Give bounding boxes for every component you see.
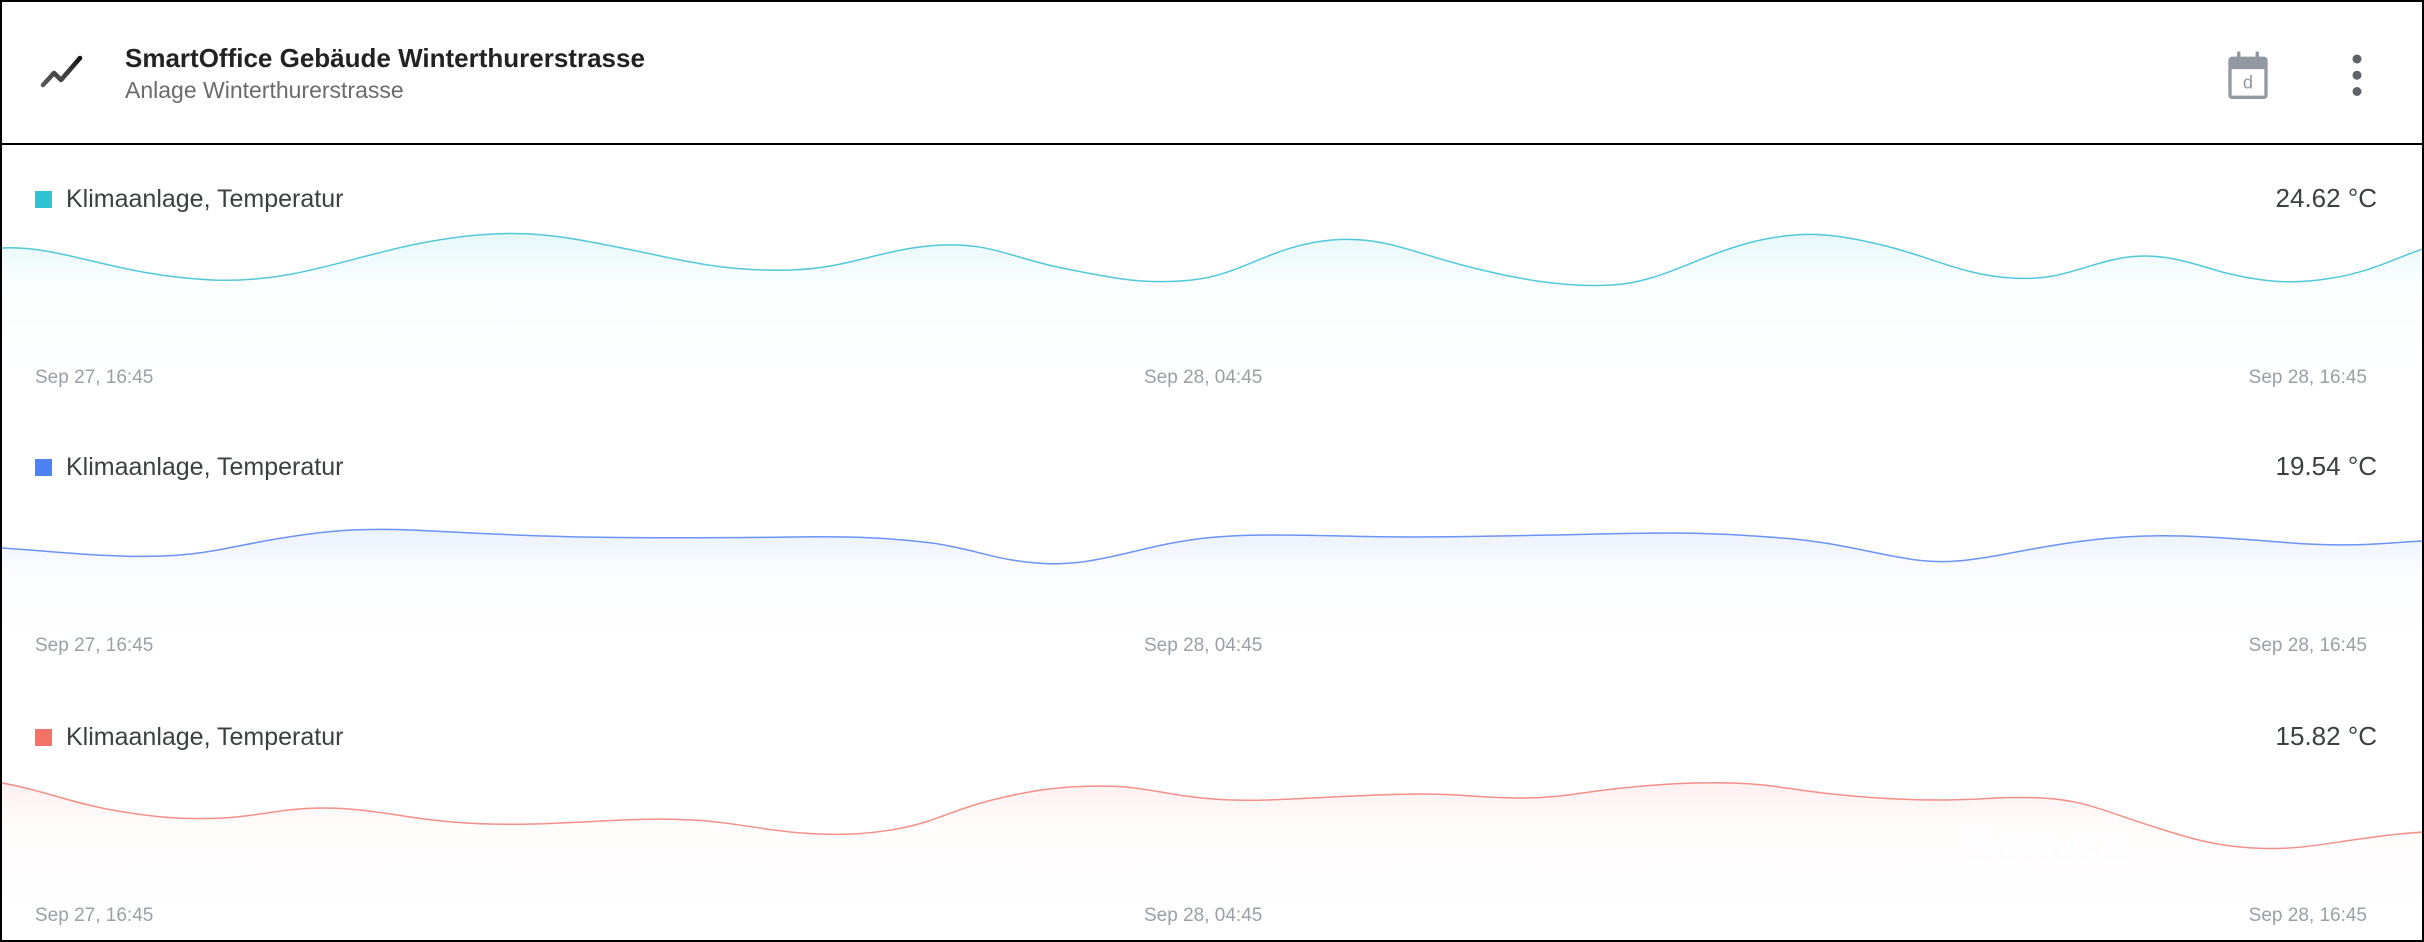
svg-text:d: d	[2243, 71, 2253, 92]
